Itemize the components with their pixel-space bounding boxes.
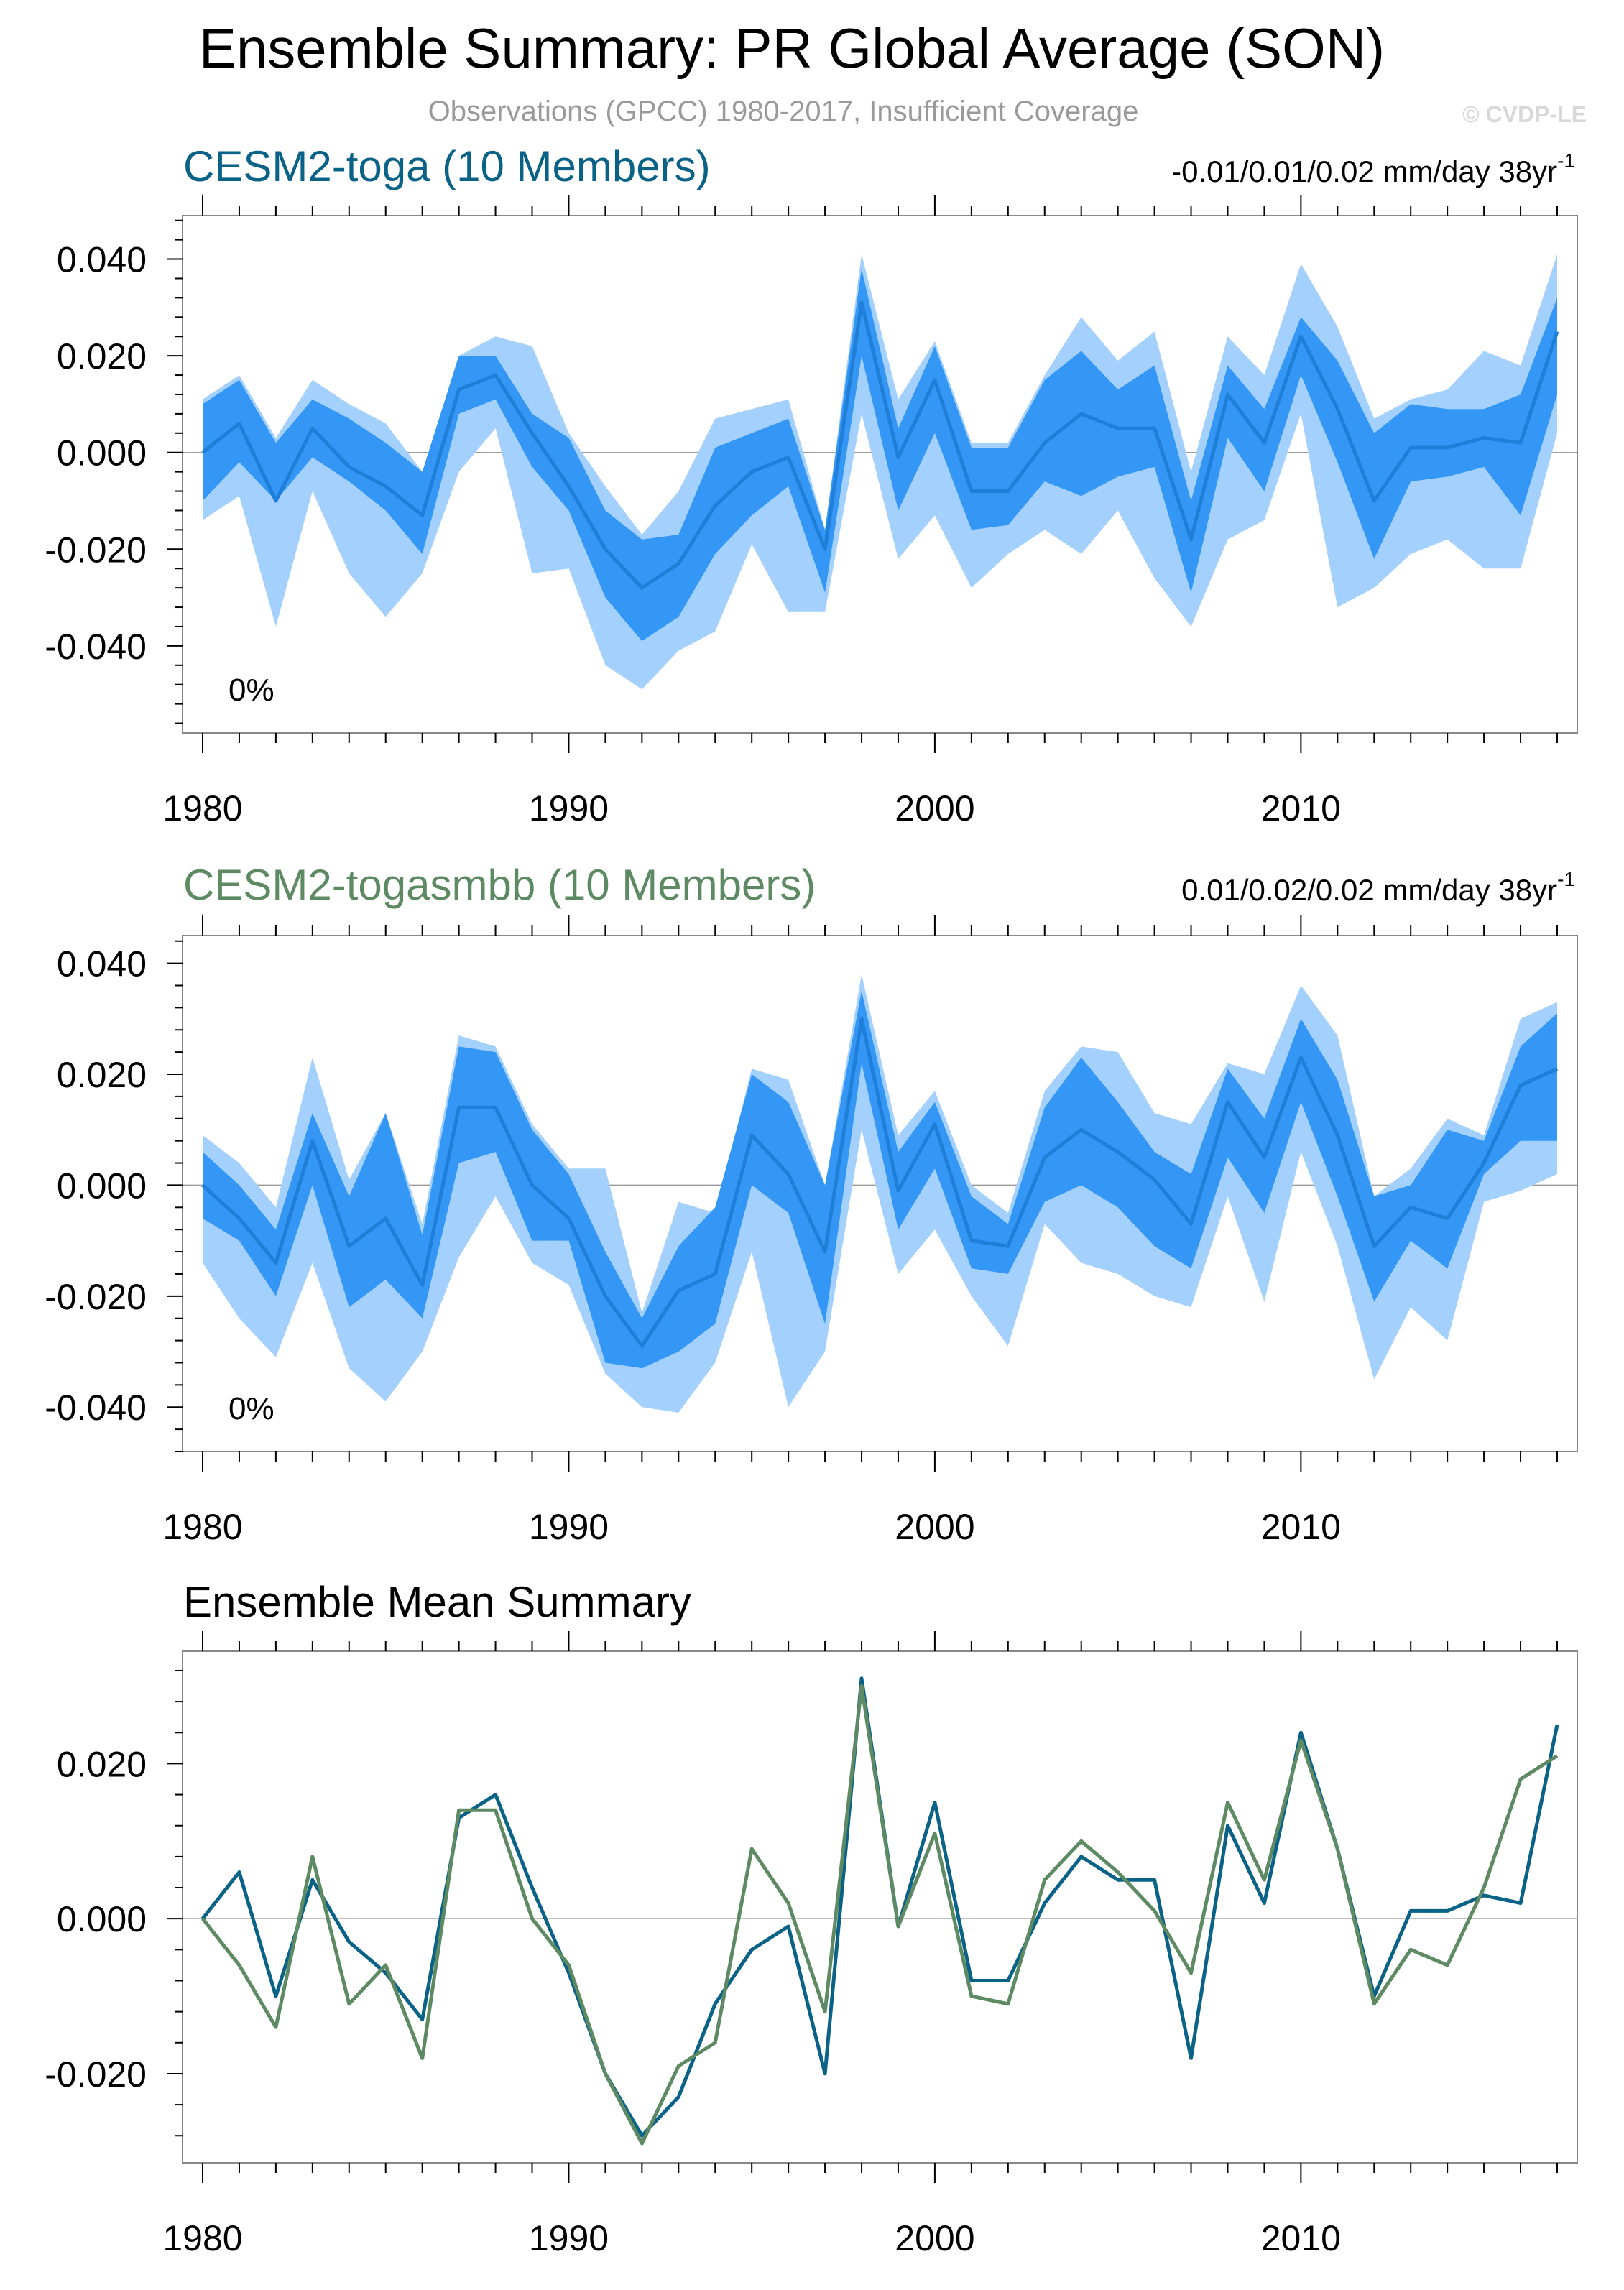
figure-title: Ensemble Summary: PR Global Average (SON… (199, 17, 1385, 80)
x-tick-label: 1980 (162, 788, 242, 828)
y-tick-label: -0.020 (45, 1277, 147, 1317)
ensemble-mean-line (201, 300, 1559, 590)
series-line-cesm2-togasmbb (201, 1684, 1559, 2146)
panel-2-trend: 0.01/0.02/0.02 mm/day 38yr-1 (1181, 868, 1575, 907)
plot-togasmbb: -0.040 -0.020 0.000 0.020 0.040 1980 1990 2000 2… (45, 915, 1578, 1547)
panel-1-trend: -0.01/0.01/0.02 mm/day 38yr-1 (1171, 149, 1575, 188)
x-tick-label: 2000 (895, 788, 974, 828)
panel-1-trend-exponent: -1 (1557, 149, 1575, 172)
y-tick-label: 0.040 (57, 240, 147, 280)
y-tick-label: 0.000 (57, 433, 147, 474)
x-tick-label: 2010 (1261, 2218, 1341, 2258)
ensemble-mean-line (201, 1017, 1559, 1348)
x-tick-label: 1980 (162, 1507, 242, 1547)
plot-frame (182, 215, 1578, 734)
panel-1-title: CESM2-toga (10 Members) (183, 142, 711, 190)
range-band-min-max (203, 254, 1557, 690)
panel-2-percent: 0% (229, 1391, 274, 1426)
panel-2-title: CESM2-togasmbb (10 Members) (183, 861, 816, 909)
plot-frame (182, 1650, 1578, 2164)
y-tick-label: 0.040 (57, 944, 147, 984)
y-tick-label: -0.020 (45, 2054, 147, 2095)
x-tick-label: 1990 (529, 1507, 609, 1547)
series-line-cesm2-toga (201, 1676, 1559, 2138)
y-tick-label: 0.020 (57, 1744, 147, 1784)
y-tick-label: 0.020 (57, 336, 147, 377)
figure-subtitle: Observations (GPCC) 1980-2017, Insuffici… (428, 96, 1139, 127)
x-tick-label: 2010 (1261, 788, 1341, 828)
panel-3-title: Ensemble Mean Summary (183, 1578, 691, 1626)
x-tick-label: 2000 (895, 2218, 974, 2258)
range-band-min-max (203, 974, 1557, 1413)
y-tick-label: 0.020 (57, 1055, 147, 1095)
y-tick-label: -0.040 (45, 1388, 147, 1428)
panel-1-percent: 0% (229, 673, 274, 708)
plot-toga: -0.040 -0.020 0.000 0.020 0.040 1980 1990 2000 2… (45, 195, 1578, 828)
plot-ensemble-mean-summary: -0.020 0.000 0.020 1980 1990 2000 2010 (45, 1631, 1578, 2258)
watermark: © CVDP-LE (1462, 101, 1587, 127)
x-tick-label: 2000 (895, 1507, 974, 1547)
x-tick-label: 1980 (162, 2218, 242, 2258)
x-tick-label: 2010 (1261, 1507, 1341, 1547)
y-tick-label: 0.000 (57, 1165, 147, 1206)
panel-2-trend-exponent: -1 (1557, 868, 1575, 890)
panel-2-trend-text: 0.01/0.02/0.02 mm/day 38yr (1181, 873, 1557, 907)
panel-1-trend-text: -0.01/0.01/0.02 mm/day 38yr (1171, 154, 1557, 188)
x-tick-label: 1990 (529, 2218, 609, 2258)
y-tick-label: 0.000 (57, 1899, 147, 1939)
y-tick-label: -0.040 (45, 627, 147, 667)
y-tick-label: -0.020 (45, 530, 147, 570)
plot-frame (182, 935, 1578, 1452)
x-tick-label: 1990 (529, 788, 609, 828)
